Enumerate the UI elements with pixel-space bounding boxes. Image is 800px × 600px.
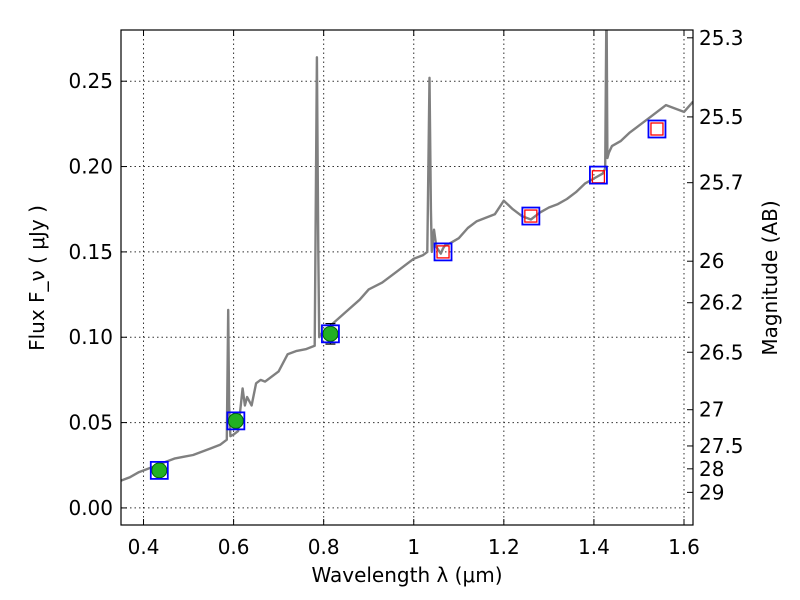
band-marker	[647, 119, 667, 139]
right-tick-label: 25.7	[699, 171, 744, 195]
right-axis-label: Magnitude (AB)	[758, 200, 782, 355]
right-tick-label: 26.5	[699, 340, 744, 364]
photometry-point	[151, 462, 168, 479]
y-tick-label: 0.10	[68, 325, 113, 349]
x-tick-label: 0.4	[128, 535, 160, 559]
tick-labels: 0.4 0.6 0.8 1 1.2 1.4 1.6 0.00 0.05 0.10 0.15 0.20 0…	[68, 26, 743, 559]
x-axis-label: Wavelength λ (μm)	[311, 563, 502, 587]
inner-marker	[524, 209, 538, 223]
right-tick-label: 26	[699, 249, 724, 273]
photometry-point	[322, 325, 339, 342]
right-tick-label: 25.3	[699, 26, 744, 50]
band-marker	[226, 411, 246, 431]
y-tick-label: 0.25	[68, 69, 113, 93]
axis-ticks	[121, 30, 693, 525]
y-tick-label: 0.00	[68, 496, 113, 520]
y-tick-label: 0.15	[68, 240, 113, 264]
series	[121, 30, 693, 482]
y-axis-label: Flux F_ν ( μJy )	[25, 205, 49, 351]
x-tick-label: 1.4	[578, 535, 610, 559]
band-marker	[149, 460, 169, 480]
inner-marker	[436, 245, 450, 259]
plot-frame	[120, 29, 694, 526]
x-tick-label: 0.8	[308, 535, 340, 559]
x-tick-label: 1.2	[488, 535, 520, 559]
right-tick-label: 26.2	[699, 291, 744, 315]
band-marker	[521, 206, 541, 226]
spectrum-line	[121, 30, 693, 482]
photometry-point	[227, 412, 244, 429]
inner-marker	[650, 122, 664, 136]
y-tick-label: 0.20	[68, 155, 113, 179]
right-tick-label: 25.5	[699, 105, 744, 129]
band-marker	[433, 242, 453, 262]
right-tick-label: 28	[699, 457, 724, 481]
right-tick-label: 27	[699, 398, 724, 422]
band-marker	[321, 324, 340, 344]
x-tick-label: 1.6	[668, 535, 700, 559]
right-tick-label: 29	[699, 480, 724, 504]
grid	[121, 30, 693, 525]
x-tick-label: 0.6	[218, 535, 250, 559]
x-tick-label: 1	[407, 535, 420, 559]
right-tick-label: 27.5	[699, 434, 744, 458]
band-marker	[589, 165, 608, 185]
y-tick-label: 0.05	[68, 411, 113, 435]
